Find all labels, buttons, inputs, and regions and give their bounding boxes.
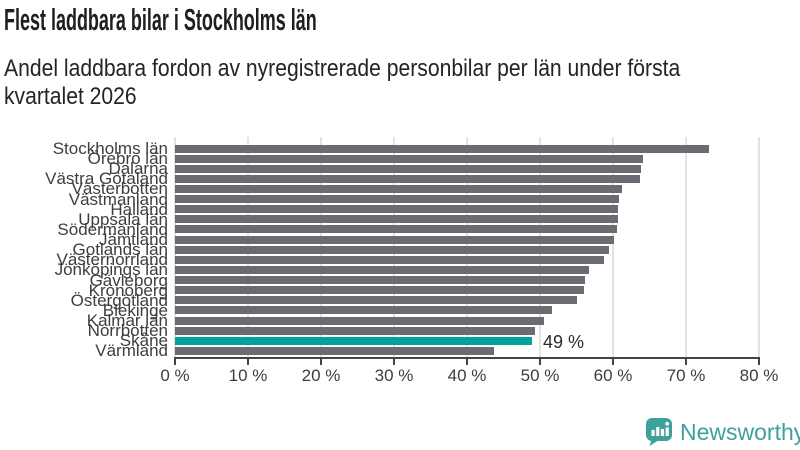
x-axis-tick-label: 20 %: [301, 366, 341, 385]
category-label: Kalmar län: [86, 311, 168, 331]
gridline: [758, 137, 760, 357]
category-label: Jämtland: [99, 230, 168, 250]
bar: [175, 255, 605, 264]
bar: [175, 184, 622, 193]
bar: [175, 154, 643, 163]
x-axis-tick-label: 70 %: [666, 366, 706, 385]
bar: [175, 215, 619, 224]
bar: [175, 346, 494, 355]
gridline: [685, 137, 687, 357]
x-axis-tick: [320, 357, 322, 365]
category-label: Västerbotten: [71, 179, 168, 199]
category-label: Gotlands län: [72, 240, 168, 260]
x-axis-tick-label: 40 %: [447, 366, 487, 385]
x-axis-tick-label: 0 %: [160, 366, 190, 385]
x-axis-tick: [612, 357, 614, 365]
category-label: Blekinge: [102, 300, 168, 320]
bar: [175, 144, 710, 153]
category-label: Norrbotten: [87, 321, 168, 341]
bar: [175, 326, 535, 335]
newsworthy-brand-text: Newsworthy: [680, 419, 800, 445]
category-label: Värmland: [95, 341, 168, 361]
bar: [175, 245, 610, 254]
chart-title: Flest laddbara bilar i Stockholms län: [4, 2, 317, 37]
bar: [175, 296, 577, 305]
x-axis-tick: [758, 357, 760, 365]
category-label: Örebro län: [87, 149, 168, 169]
x-axis-tick: [393, 357, 395, 365]
x-axis-tick: [539, 357, 541, 365]
bar-chart-speech-bubble-icon: [646, 418, 672, 446]
category-label: Östergötland: [70, 290, 168, 310]
x-axis-tick: [466, 357, 468, 365]
bar: [175, 276, 585, 285]
bar: [175, 286, 584, 295]
bar: [175, 225, 618, 234]
bar: [175, 316, 544, 325]
bar: [175, 265, 589, 274]
category-label: Stockholms län: [52, 139, 168, 158]
bar: [175, 195, 619, 204]
category-label: Västra Götaland: [45, 169, 168, 189]
chart-subtitle-line-1: Andel laddbara fordon av nyregistrerade …: [4, 55, 681, 82]
bar: [175, 164, 642, 173]
x-axis-tick-label: 50 %: [520, 366, 560, 385]
category-label: Gävleborg: [89, 270, 168, 290]
x-axis-tick: [685, 357, 687, 365]
category-label: Halland: [110, 199, 168, 219]
bar-highlight-Skåne: [175, 336, 532, 345]
chart-subtitle: Andel laddbara fordon av nyregistrerade …: [4, 55, 680, 111]
chart-subtitle-line-2: kvartalet 2026: [4, 83, 137, 110]
category-label: Kronoberg: [88, 280, 168, 300]
category-label: Skåne: [119, 331, 168, 351]
x-axis-tick-label: 30 %: [374, 366, 414, 385]
category-label: Uppsala län: [78, 209, 168, 229]
x-axis-tick: [247, 357, 249, 365]
x-axis-tick-label: 10 %: [228, 366, 268, 385]
bar: [175, 306, 552, 315]
category-label: Dalarna: [108, 159, 168, 179]
bar: [175, 174, 640, 183]
x-axis-tick: [174, 357, 176, 365]
bar: [175, 235, 615, 244]
highlight-value-annotation: 49 %: [542, 331, 584, 352]
gridline: [612, 137, 614, 357]
x-axis-tick-label: 60 %: [593, 366, 633, 385]
x-axis-tick-label: 80 %: [739, 366, 779, 385]
category-label: Västmanland: [68, 189, 168, 209]
bar: [175, 205, 619, 214]
category-label: Västernorrland: [56, 250, 168, 270]
category-label: Södermanland: [57, 219, 168, 239]
category-label: Jönköpings län: [54, 260, 168, 280]
newsworthy-logo: Newsworthy: [645, 417, 800, 447]
